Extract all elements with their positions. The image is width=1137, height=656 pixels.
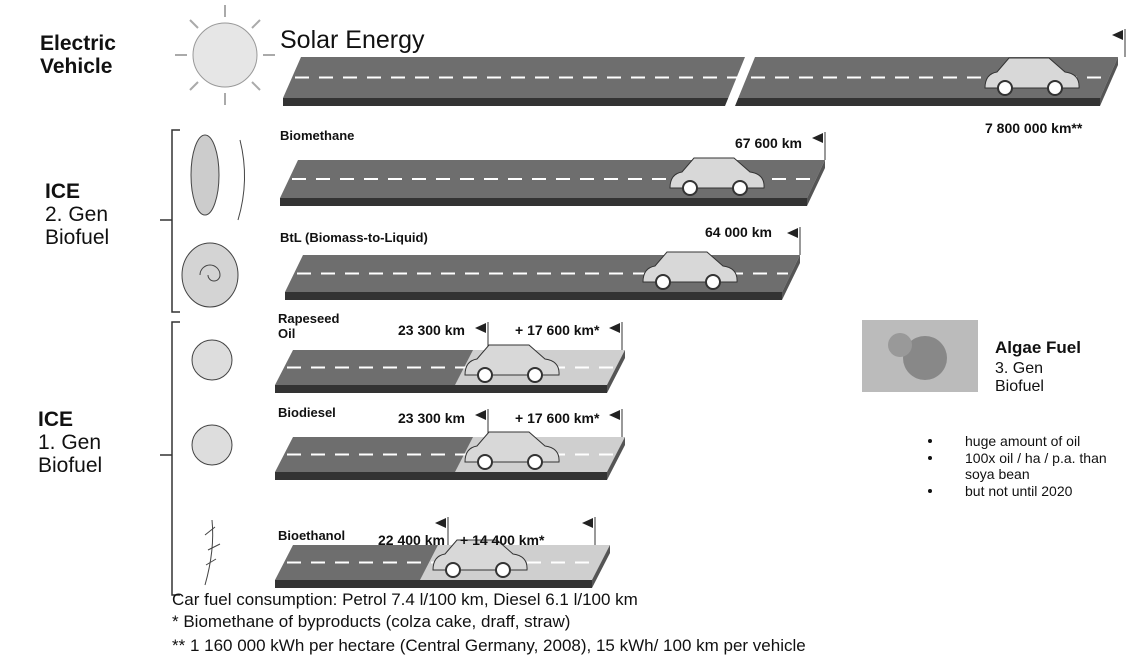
road-side [592,545,610,588]
wheel [655,274,671,290]
marker-flag [1112,30,1123,40]
wheel [527,454,543,470]
road-edge [280,198,807,206]
marker-flag [582,518,593,528]
road [280,132,826,206]
marker-flag [435,518,446,528]
road-side [607,350,625,393]
distance-label: 23 300 km [398,322,465,338]
road-label: Bioethanol [278,528,346,543]
extra-label: + 17 600 km* [515,410,600,426]
wheel [705,274,721,290]
road-label: BtL (Biomass-to-Liquid) [280,230,428,245]
bullet: huge amount of oil [965,433,1081,449]
marker-flag [609,323,620,333]
distance-label: 67 600 km [735,135,802,151]
group-title: ICE [38,408,74,431]
wheel [682,180,698,196]
marker-flag [812,133,823,143]
algae-image [862,320,978,392]
road-edge [275,385,607,393]
road [285,227,801,300]
road-label: Biomethane [280,128,355,143]
road [275,517,610,588]
wheel [997,80,1013,96]
road [275,322,625,393]
road [283,29,1126,106]
road-edge [283,98,1100,106]
bullet: but not until 2020 [965,483,1073,499]
distance-label: 64 000 km [705,224,772,240]
wheel [732,180,748,196]
distance-label: 23 300 km [398,410,465,426]
road-surface [283,57,1118,98]
group-subtitle: 2. Gen Biofuel [45,203,110,249]
group-title: Electric Vehicle [40,32,116,78]
road [275,409,625,480]
distance-label: 22 400 km [378,532,445,548]
road-edge [275,580,592,588]
road-side [1100,57,1118,106]
plant-icons [181,134,245,586]
extra-label: + 17 600 km* [515,322,600,338]
road-label: Solar Energy [280,26,425,54]
wheel [477,454,493,470]
bullets [928,439,932,493]
road-break [725,57,755,106]
marker-flag [475,410,486,420]
road-side [782,255,800,300]
group-title: ICE [45,180,81,203]
road-label: Rapeseed Oil [278,311,340,341]
group-subtitle: 1. Gen Biofuel [38,431,103,477]
footnote: Car fuel consumption: Petrol 7.4 l/100 k… [172,590,638,609]
marker-flag [609,410,620,420]
extra-label: + 14 400 km* [460,532,545,548]
algae-title: Algae Fuel [995,338,1081,357]
distance-label: 7 800 000 km** [985,120,1083,136]
brackets [160,129,180,596]
road-side [607,437,625,480]
road-label: Biodiesel [278,405,336,420]
marker-flag [787,228,798,238]
road-side [807,160,825,206]
road-edge [285,292,782,300]
road-edge [275,472,607,480]
wheel [477,367,493,383]
wheel [1047,80,1063,96]
marker-flag [475,323,486,333]
wheel [445,562,461,578]
footnote: * Biomethane of byproducts (colza cake, … [172,612,571,631]
sun [175,5,275,105]
wheel [527,367,543,383]
algae-subtitle: 3. Gen Biofuel [995,360,1044,395]
wheel [495,562,511,578]
footnote: ** 1 160 000 kWh per hectare (Central Ge… [172,636,806,655]
bullet: 100x oil / ha / p.a. than soya bean [965,450,1107,482]
